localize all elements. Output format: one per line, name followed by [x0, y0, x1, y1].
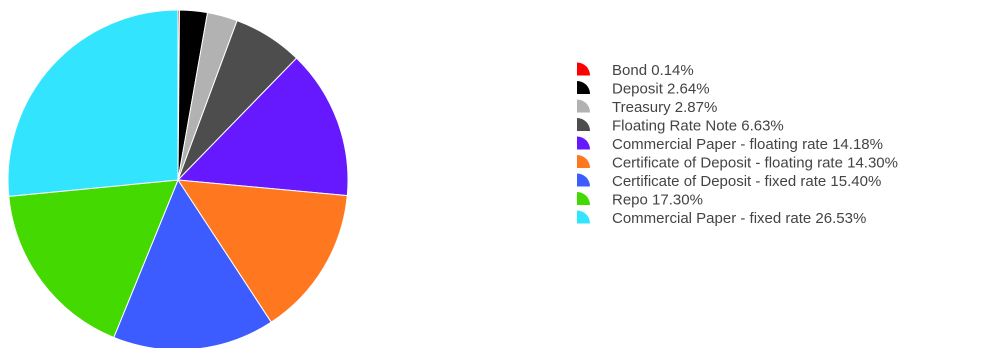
pie-slice-repo [8, 179, 179, 339]
legend-swatch-deposit [577, 81, 590, 94]
legend-swatch-bond [577, 62, 590, 76]
legend-label-repo: Repo 17.30% [612, 192, 703, 209]
pie-slice-certificate-of-deposit-floating-rate [177, 179, 348, 323]
legend-swatch-certificate-of-deposit-floating-rate [577, 155, 590, 168]
pie-slices [7, 9, 349, 348]
legend-label-certificate-of-deposit-floating-rate: Certificate of Deposit - floating rate 1… [612, 155, 898, 172]
legend-swatch-commercial-paper-fixed-rate [577, 210, 590, 224]
pie-slice-certificate-of-deposit-fixed-rate [113, 178, 272, 348]
pie-slice-commercial-paper-fixed-rate [7, 9, 179, 197]
legend-label-floating-rate-note: Floating Rate Note 6.63% [612, 118, 784, 135]
legend-swatch-commercial-paper-floating-rate [577, 136, 590, 150]
pie-slice-commercial-paper-floating-rate [176, 57, 349, 197]
legend-swatch-repo [577, 192, 590, 205]
legend-label-bond: Bond 0.14% [612, 62, 694, 79]
legend-swatch-certificate-of-deposit-fixed-rate [577, 173, 590, 187]
legend-label-certificate-of-deposit-fixed-rate: Certificate of Deposit - fixed rate 15.4… [612, 173, 881, 190]
legend-swatch-treasury [577, 99, 590, 113]
legend-label-deposit: Deposit 2.64% [612, 81, 710, 98]
legend-label-treasury: Treasury 2.87% [612, 99, 717, 116]
legend-swatch-floating-rate-note [577, 118, 590, 131]
legend-label-commercial-paper-floating-rate: Commercial Paper - floating rate 14.18% [612, 136, 883, 153]
legend: Bond 0.14% Deposit 2.64%Treasury 2.87% Flo… [577, 62, 898, 227]
legend-label-commercial-paper-fixed-rate: Commercial Paper - fixed rate 26.53% [612, 210, 866, 227]
